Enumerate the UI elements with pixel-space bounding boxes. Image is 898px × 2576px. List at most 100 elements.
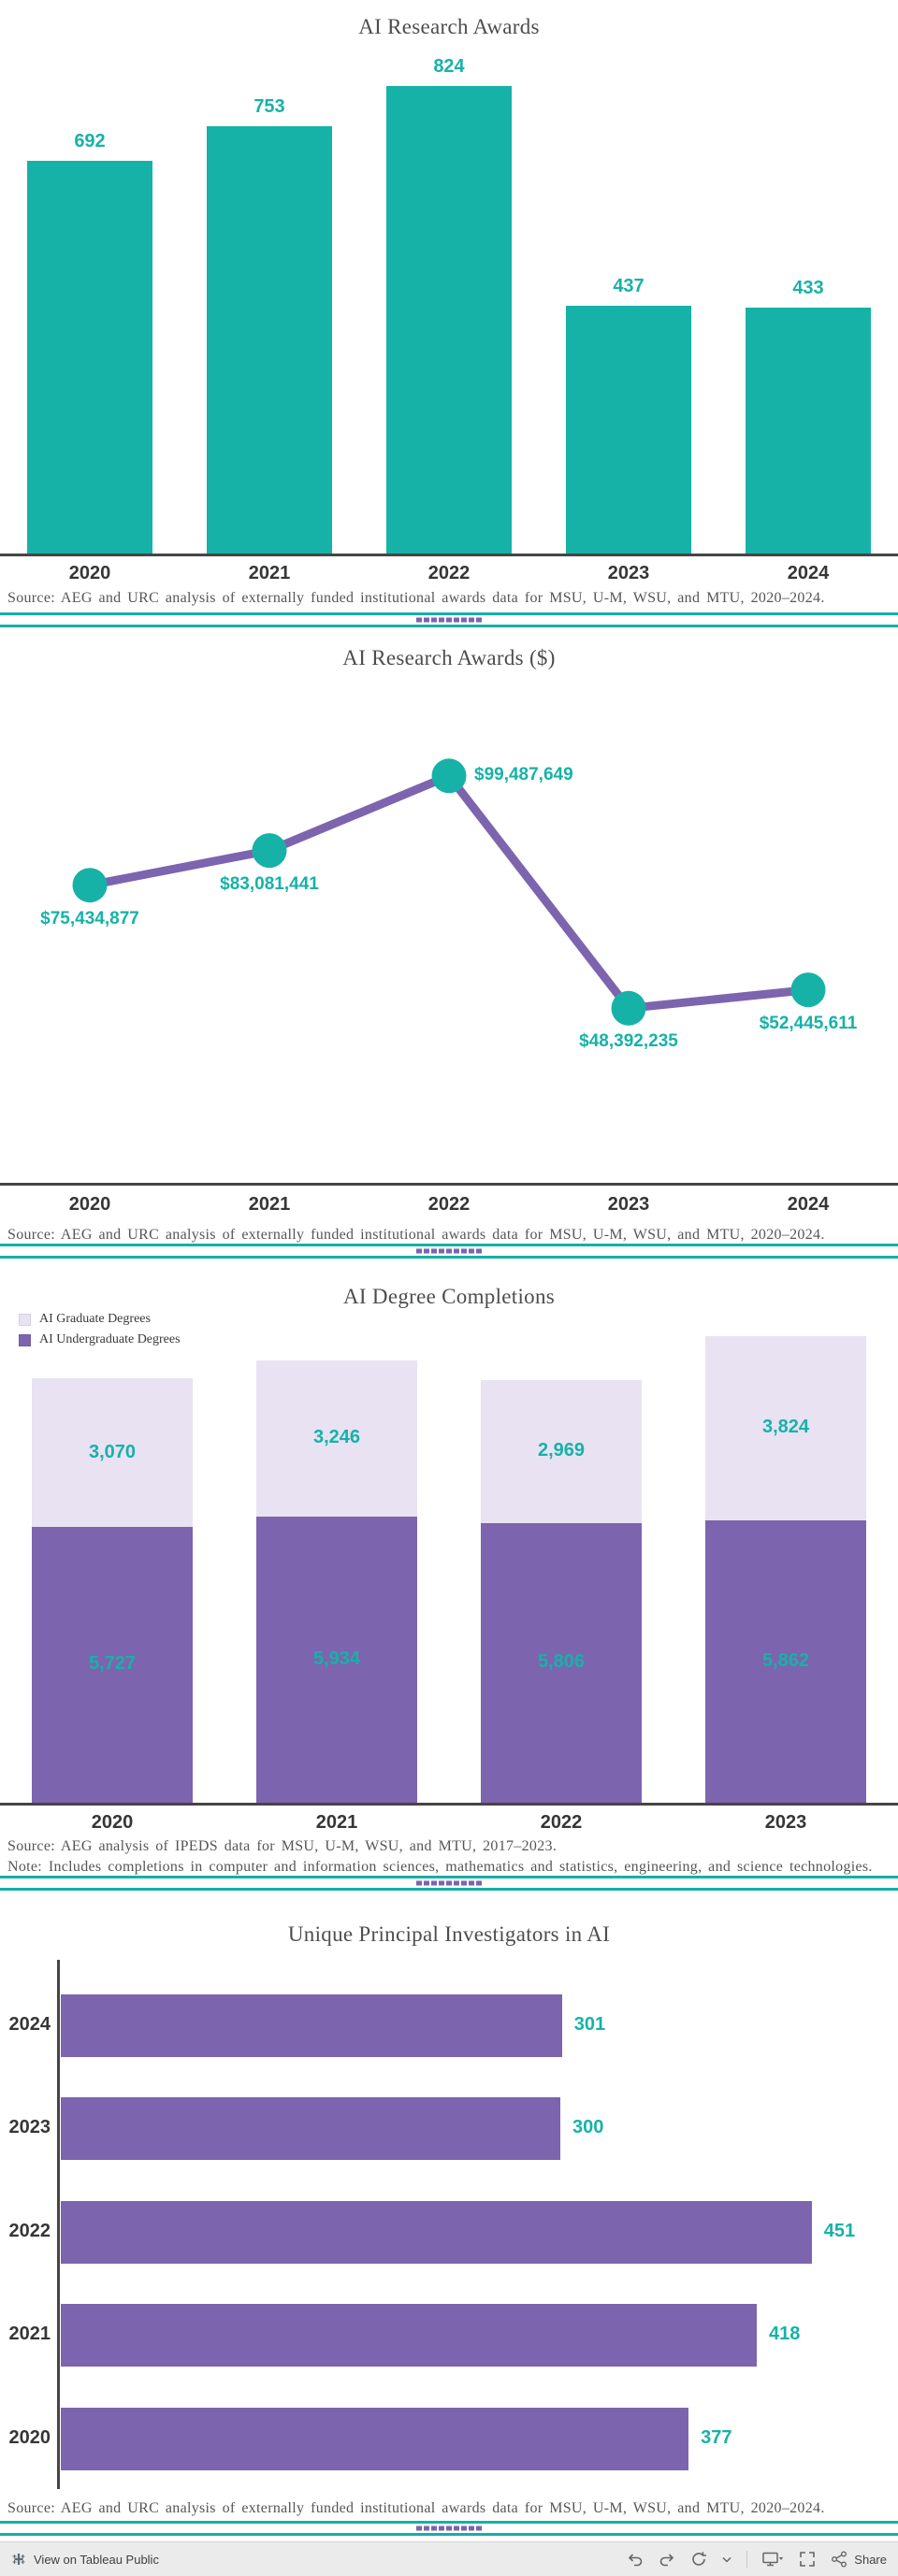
legend-label-undergraduate: AI Undergraduate Degrees xyxy=(39,1332,181,1346)
pi-bar-2024[interactable] xyxy=(61,1993,562,2057)
x-axis-labels: 2020 2021 2022 2023 xyxy=(0,1812,898,1838)
view-on-tableau-public-link[interactable]: View on Tableau Public xyxy=(11,2552,159,2567)
grad-value-label: 3,246 xyxy=(312,1427,361,1448)
y-axis-label-2022: 2022 xyxy=(8,2221,51,2241)
x-axis-label-2023: 2023 xyxy=(607,563,650,583)
award-bar-2023[interactable] xyxy=(566,305,691,554)
pi-value-label: 451 xyxy=(823,2221,856,2241)
undergrad-bar-2023[interactable] xyxy=(705,1519,866,1803)
grad-bar-2021[interactable] xyxy=(256,1360,417,1517)
chart-title-investigators: Unique Principal Investigators in AI xyxy=(287,1922,611,1946)
panel-ai-research-awards-dollars: AI Research Awards ($) 2020 2021 2022 2023 2… xyxy=(0,629,898,1260)
footnote: Note: Includes completions in computer a… xyxy=(7,1859,873,1875)
undo-icon[interactable] xyxy=(627,2552,644,2567)
x-axis-label-2020: 2020 xyxy=(91,1812,134,1833)
pi-value-label: 300 xyxy=(572,2117,604,2137)
grad-bar-2023[interactable] xyxy=(705,1335,866,1520)
pi-value-label: 418 xyxy=(769,2324,801,2344)
x-axis-label-2022: 2022 xyxy=(427,1194,471,1215)
pi-value-label: 377 xyxy=(701,2427,732,2448)
source-note: Source: AEG analysis of IPEDS data for M… xyxy=(7,1838,558,1854)
toolbar-separator xyxy=(746,2551,748,2568)
awards-bar-chart: 692 753 824 437 433 xyxy=(0,56,898,556)
y-axis-label-2020: 2020 xyxy=(8,2427,51,2448)
section-divider xyxy=(0,1876,898,1891)
data-point-2024[interactable] xyxy=(790,972,826,1008)
point-value-label: $48,392,235 xyxy=(579,1031,678,1052)
award-bar-2022[interactable] xyxy=(386,85,512,554)
device-preview-icon[interactable] xyxy=(762,2552,784,2567)
caret-down-icon[interactable] xyxy=(722,2556,731,2563)
x-axis-label-2024: 2024 xyxy=(787,1194,830,1215)
fullscreen-icon[interactable] xyxy=(799,2551,816,2568)
x-axis-label-2020: 2020 xyxy=(68,1194,111,1215)
drag-handle-dots xyxy=(416,2526,482,2531)
x-axis-label-2021: 2021 xyxy=(248,1194,291,1215)
x-axis-line xyxy=(0,1183,898,1186)
x-axis-label-2023: 2023 xyxy=(607,1194,650,1215)
legend-label-graduate: AI Graduate Degrees xyxy=(39,1312,151,1326)
pi-bar-2022[interactable] xyxy=(61,2200,812,2264)
degrees-stacked-chart: 5,727 3,070 5,934 3,246 5,806 2,969 5,862 3,824 xyxy=(0,1314,898,1806)
chart-title-awards: AI Research Awards xyxy=(358,15,540,38)
x-axis-label-2022: 2022 xyxy=(540,1812,583,1833)
point-value-label: $83,081,441 xyxy=(220,873,319,894)
reset-icon[interactable] xyxy=(690,2551,707,2568)
undergrad-bar-2022[interactable] xyxy=(481,1522,642,1803)
data-point-2022[interactable] xyxy=(431,758,467,794)
legend: AI Graduate Degrees AI Undergraduate Deg… xyxy=(19,1309,181,1350)
undergraduate-swatch xyxy=(19,1333,31,1346)
legend-item-undergraduate[interactable]: AI Undergraduate Degrees xyxy=(19,1330,181,1350)
pi-value-label: 301 xyxy=(573,2014,606,2035)
pi-bar-2021[interactable] xyxy=(61,2303,757,2367)
drag-handle-dots xyxy=(416,617,482,623)
x-axis-label-2024: 2024 xyxy=(787,563,830,583)
point-value-label: $99,487,649 xyxy=(474,764,573,784)
tableau-logo-icon xyxy=(11,2552,26,2567)
award-bar-2024[interactable] xyxy=(746,308,871,554)
share-label: Share xyxy=(854,2552,887,2567)
graduate-swatch xyxy=(19,1313,31,1326)
investigators-bar-chart: 2024 301 2023 300 2022 451 2021 418 2020 377 xyxy=(0,1960,898,2491)
pi-bar-2020[interactable] xyxy=(61,2407,689,2470)
x-axis-labels: 2020 2021 2022 2023 2024 xyxy=(0,563,898,589)
grad-value-label: 2,969 xyxy=(537,1440,586,1461)
data-point-2020[interactable] xyxy=(72,868,108,903)
awards-line-chart xyxy=(72,758,826,1026)
chart-title-awards-dollars: AI Research Awards ($) xyxy=(342,646,556,669)
section-divider xyxy=(0,1244,898,1259)
award-bar-2021[interactable] xyxy=(207,126,332,554)
undergrad-value-label: 5,727 xyxy=(88,1653,137,1675)
tableau-footer-bar: View on Tableau Public Share xyxy=(0,2541,898,2576)
chart-title-degrees: AI Degree Completions xyxy=(342,1285,556,1308)
y-axis-label-2023: 2023 xyxy=(8,2117,51,2137)
award-bar-2020[interactable] xyxy=(27,161,152,554)
x-axis-label-2020: 2020 xyxy=(68,563,111,583)
bar-value-label: 437 xyxy=(613,275,645,296)
data-point-2021[interactable] xyxy=(252,833,287,869)
grad-value-label: 3,824 xyxy=(761,1417,810,1438)
x-axis-label-2022: 2022 xyxy=(427,563,471,583)
point-value-label: $52,445,611 xyxy=(759,1013,858,1033)
share-button[interactable]: Share xyxy=(831,2551,887,2568)
x-axis-label-2021: 2021 xyxy=(248,563,291,583)
panel-unique-principal-investigators: Unique Principal Investigators in AI 202… xyxy=(0,1892,898,2541)
undergrad-value-label: 5,806 xyxy=(537,1651,586,1673)
y-axis-label-2024: 2024 xyxy=(8,2014,51,2035)
redo-icon[interactable] xyxy=(659,2552,675,2567)
awards-line xyxy=(85,771,813,1013)
x-axis-label-2023: 2023 xyxy=(764,1812,807,1833)
undergrad-bar-2021[interactable] xyxy=(256,1517,417,1803)
point-value-label: $75,434,877 xyxy=(40,908,139,928)
pi-bar-2023[interactable] xyxy=(61,2096,560,2160)
source-note: Source: AEG and URC analysis of external… xyxy=(7,590,825,606)
undergrad-bar-2020[interactable] xyxy=(32,1526,193,1803)
data-point-2023[interactable] xyxy=(611,990,646,1026)
section-divider xyxy=(0,2521,898,2536)
legend-item-graduate[interactable]: AI Graduate Degrees xyxy=(19,1309,181,1330)
drag-handle-dots xyxy=(416,1248,482,1254)
y-axis-label-2021: 2021 xyxy=(8,2324,51,2344)
grad-bar-2020[interactable] xyxy=(32,1378,193,1527)
grad-bar-2022[interactable] xyxy=(481,1379,642,1523)
bar-value-label: 433 xyxy=(792,278,824,299)
